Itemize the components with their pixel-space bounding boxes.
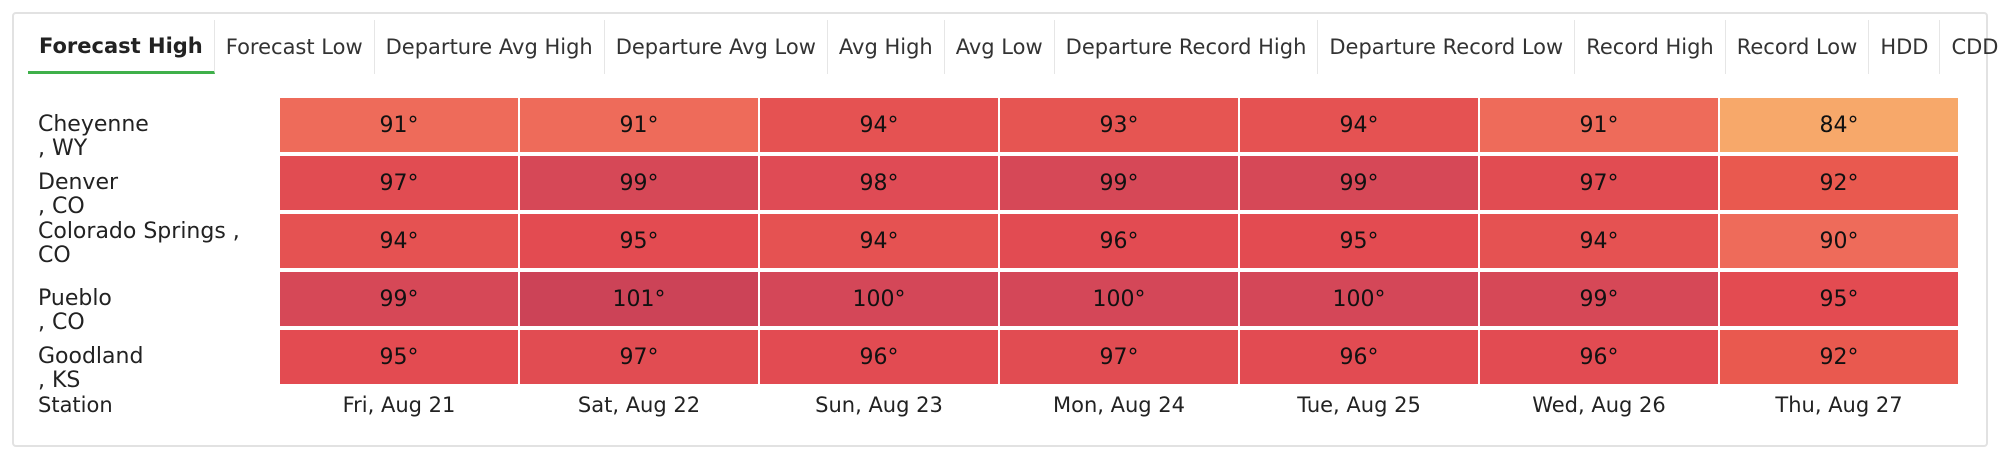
tab-hdd[interactable]: HDD (1869, 20, 1941, 74)
temperature-cell: 98° (760, 156, 998, 210)
temperature-cell: 95° (520, 214, 758, 268)
temperature-cell: 99° (280, 272, 518, 326)
temperature-cell: 92° (1720, 156, 1958, 210)
temperature-cell: 96° (760, 330, 998, 384)
temperature-cell: 101° (520, 272, 758, 326)
temperature-cell: 91° (280, 98, 518, 152)
station-name: Pueblo , CO (38, 286, 112, 335)
temperature-cell: 91° (520, 98, 758, 152)
tab-record-low[interactable]: Record Low (1726, 20, 1870, 74)
temperature-cell: 97° (1000, 330, 1238, 384)
tab-forecast-high[interactable]: Forecast High (28, 20, 215, 74)
day-column-header: Mon, Aug 24 (1052, 393, 1186, 417)
day-column-header: Fri, Aug 21 (342, 393, 456, 417)
temperature-cell: 91° (1480, 98, 1718, 152)
station-name: Cheyenne , WY (38, 112, 149, 161)
temperature-cell: 96° (1240, 330, 1478, 384)
temperature-cell: 90° (1720, 214, 1958, 268)
day-column-header: Tue, Aug 25 (1297, 393, 1421, 417)
temperature-cell: 94° (280, 214, 518, 268)
day-column-header: Thu, Aug 27 (1775, 393, 1903, 417)
temperature-cell: 94° (760, 214, 998, 268)
temperature-cell: 94° (1240, 98, 1478, 152)
temperature-cell: 97° (520, 330, 758, 384)
temperature-cell: 100° (1240, 272, 1478, 326)
temperature-cell: 92° (1720, 330, 1958, 384)
station-name: Denver , CO (38, 170, 119, 219)
temperature-cell: 96° (1480, 330, 1718, 384)
temperature-cell: 99° (1240, 156, 1478, 210)
tab-forecast-low[interactable]: Forecast Low (215, 20, 375, 74)
tab-cdd[interactable]: CDD (1951, 35, 1999, 59)
temperature-cell: 97° (1480, 156, 1718, 210)
tab-avg-low[interactable]: Avg Low (945, 20, 1055, 74)
temperature-cell: 100° (760, 272, 998, 326)
day-column-header: Sat, Aug 22 (577, 393, 701, 417)
tab-departure-avg-low[interactable]: Departure Avg Low (605, 20, 828, 74)
tab-departure-record-low[interactable]: Departure Record Low (1318, 20, 1576, 74)
temperature-cell: 96° (1000, 214, 1238, 268)
temperature-cell: 99° (520, 156, 758, 210)
tab-avg-high[interactable]: Avg High (828, 20, 945, 74)
temperature-cell: 94° (760, 98, 998, 152)
temperature-cell: 94° (1480, 214, 1718, 268)
temperature-cell: 100° (1000, 272, 1238, 326)
day-column-header: Wed, Aug 26 (1532, 393, 1666, 417)
station-column-header: Station (38, 393, 113, 417)
temperature-cell: 93° (1000, 98, 1238, 152)
temperature-cell: 95° (1720, 272, 1958, 326)
station-name: Goodland , KS (38, 344, 144, 393)
temperature-cell: 97° (280, 156, 518, 210)
day-column-header: Sun, Aug 23 (815, 393, 943, 417)
tab-bar: Forecast High Forecast Low Departure Avg H… (28, 20, 2000, 74)
temperature-cell: 99° (1000, 156, 1238, 210)
temperature-cell: 95° (280, 330, 518, 384)
temperature-cell: 84° (1720, 98, 1958, 152)
temperature-cell: 95° (1240, 214, 1478, 268)
tab-departure-record-high[interactable]: Departure Record High (1055, 20, 1319, 74)
station-name: Colorado Springs , CO (38, 219, 240, 268)
tab-record-high[interactable]: Record High (1575, 20, 1726, 74)
tab-departure-avg-high[interactable]: Departure Avg High (375, 20, 605, 74)
temperature-cell: 99° (1480, 272, 1718, 326)
forecast-panel (12, 12, 1988, 447)
